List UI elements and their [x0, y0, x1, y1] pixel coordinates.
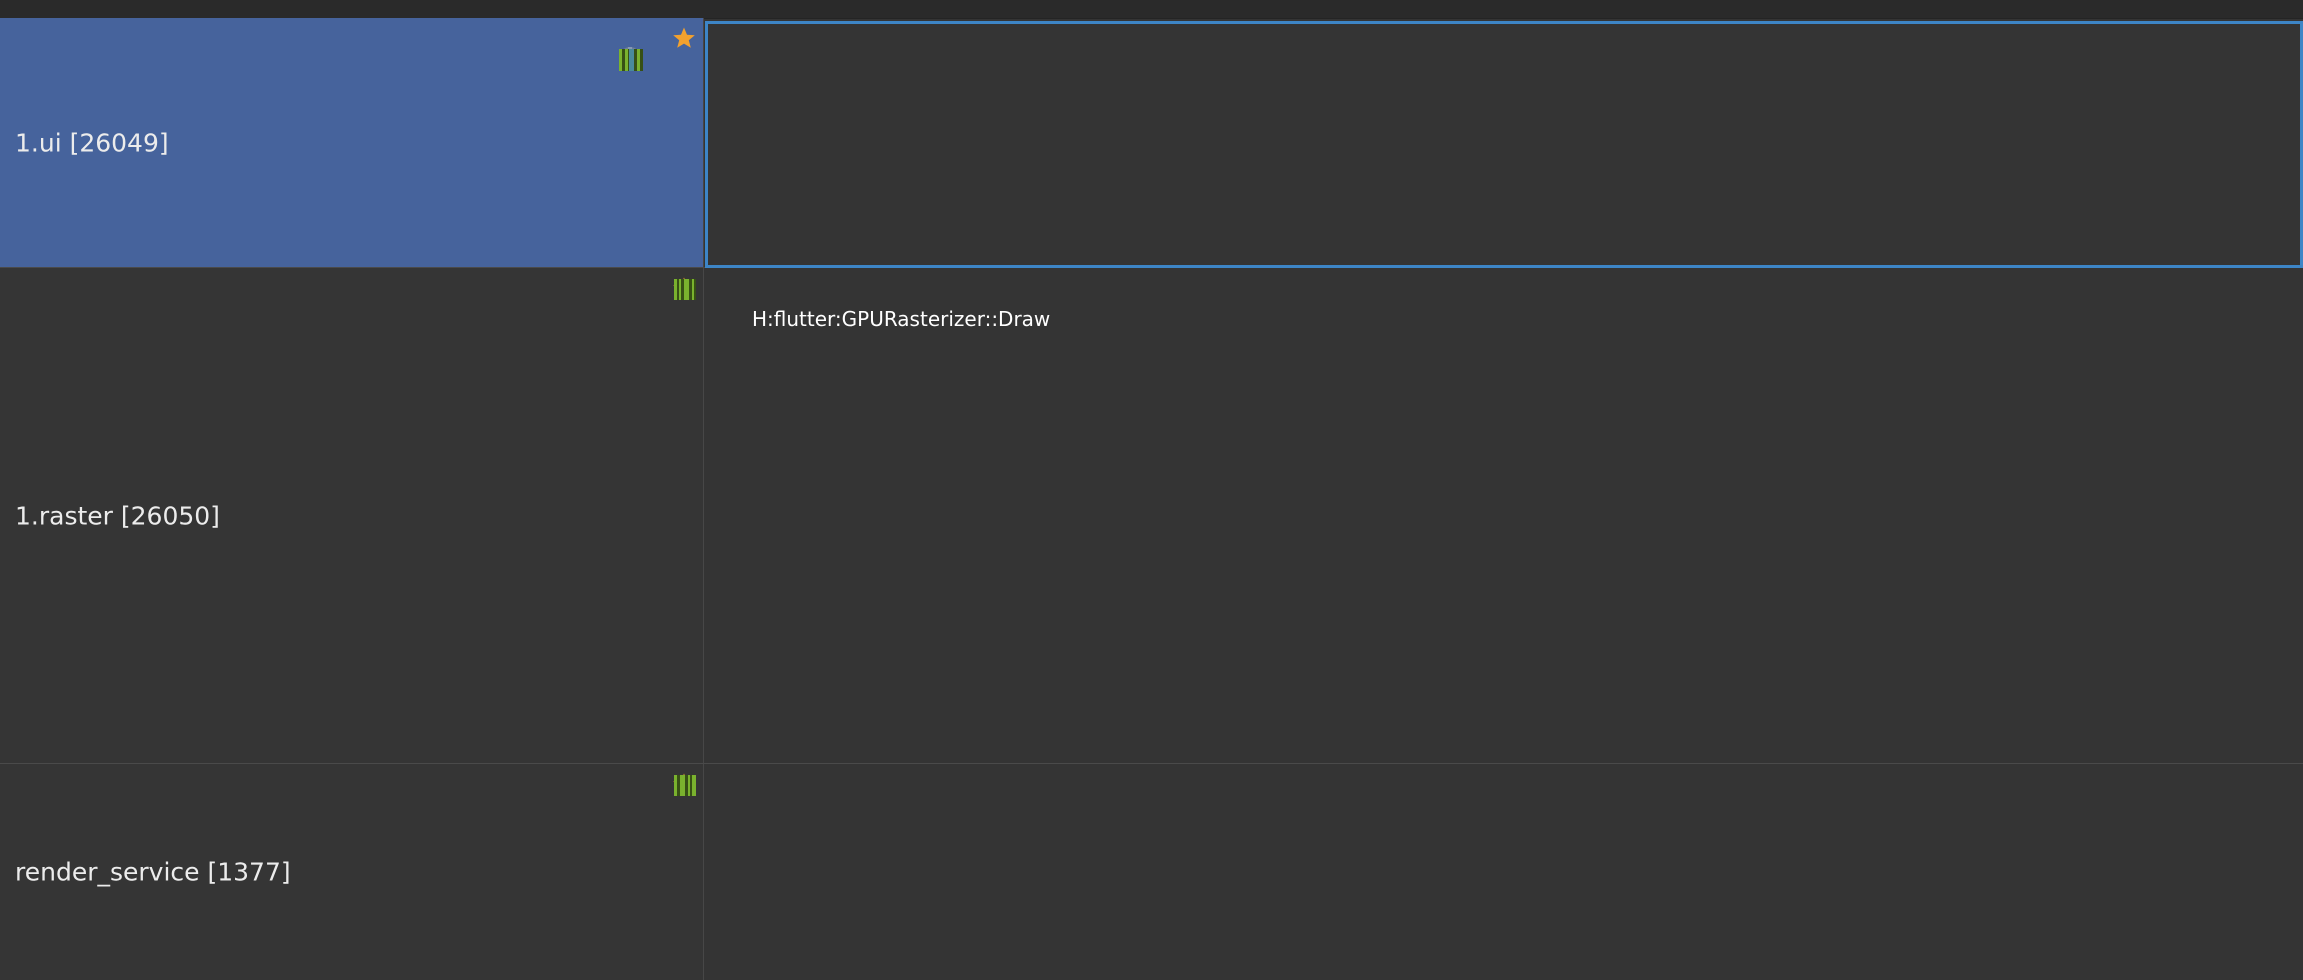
- slice[interactable]: [637, 49, 640, 71]
- slice-canvas[interactable]: [705, 268, 2303, 763]
- slice[interactable]: [625, 49, 628, 71]
- slice[interactable]: [629, 49, 634, 71]
- track-name: render_service [1377]: [15, 857, 291, 887]
- slice[interactable]: [688, 775, 690, 796]
- slice[interactable]: [692, 279, 694, 300]
- slice[interactable]: [680, 775, 685, 796]
- slice[interactable]: [679, 279, 681, 300]
- track-render-service[interactable]: render_service [1377]: [0, 764, 2303, 980]
- slice-lanes[interactable]: H:flutter:GPURasterizer::Draw: [705, 268, 2303, 763]
- slice[interactable]: [674, 775, 677, 796]
- pin-icon[interactable]: [617, 45, 643, 71]
- track-ui-thread[interactable]: 1.ui [26049]: [0, 18, 2303, 268]
- slice-lanes[interactable]: [705, 18, 2303, 267]
- star-icon[interactable]: [672, 772, 696, 796]
- track-label-panel[interactable]: 1.raster [26050]: [0, 268, 704, 763]
- timeline-top-bar: [0, 0, 2303, 19]
- track-raster-thread[interactable]: 1.raster [26050] H:flutter:GPURasterizer…: [0, 268, 2303, 764]
- track-label-panel[interactable]: 1.ui [26049]: [0, 18, 704, 267]
- track-label-panel[interactable]: render_service [1377]: [0, 764, 704, 980]
- track-name: 1.raster [26050]: [15, 501, 220, 530]
- slice[interactable]: [692, 775, 696, 796]
- slice[interactable]: [619, 49, 622, 71]
- slice-canvas[interactable]: [705, 18, 2303, 267]
- slice[interactable]: [684, 279, 689, 300]
- star-icon[interactable]: [672, 276, 696, 300]
- star-icon[interactable]: [672, 26, 696, 50]
- track-name: 1.ui [26049]: [15, 128, 169, 157]
- slice[interactable]: [674, 279, 677, 300]
- gpu-rasterizer-draw-slice-label[interactable]: H:flutter:GPURasterizer::Draw: [752, 307, 1051, 331]
